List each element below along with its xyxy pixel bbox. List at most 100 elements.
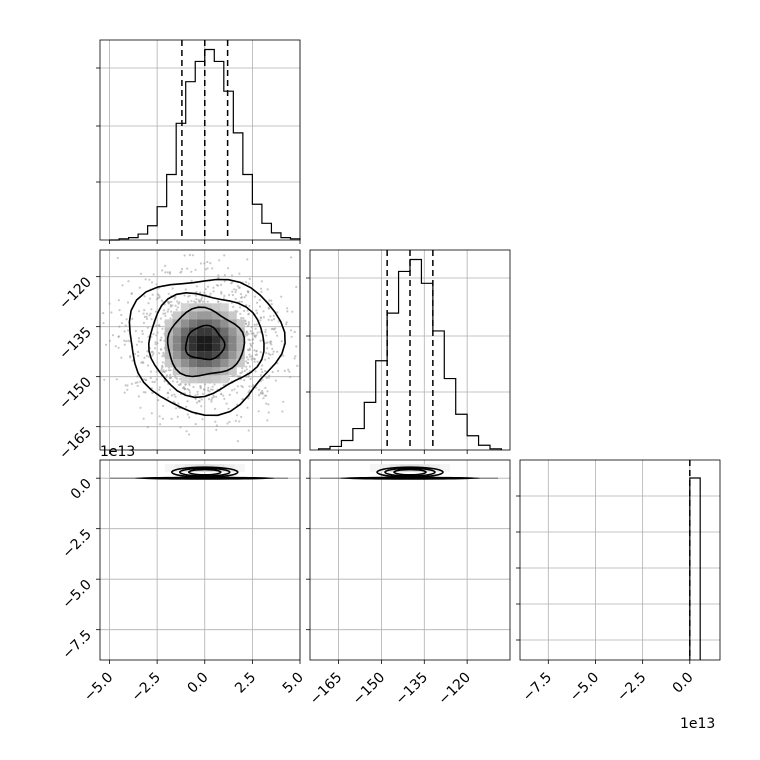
hist2d-p1-p2-sample [144, 379, 148, 382]
hist2d-p1-p2-density-cell [188, 367, 197, 376]
hist2d-p1-p2-sample [244, 332, 247, 336]
hist2d-p1-p2-sample [145, 317, 149, 320]
hist2d-p1-p2-sample [156, 331, 159, 334]
hist2d-p1-p2-sample [178, 301, 181, 304]
hist2d-p1-p2-sample [272, 314, 275, 317]
hist2d-p1-p2-sample [210, 400, 213, 403]
hist2d-p1-p2-sample [246, 361, 250, 365]
hist2d-p1-p2-sample [270, 319, 273, 322]
hist2d-p1-p2-sample [267, 318, 270, 321]
hist2d-p1-p2-sample [194, 397, 197, 401]
hist2d-p1-p2-sample [262, 397, 265, 400]
hist2d-p1-p2-sample [194, 423, 197, 426]
hist2d-p1-p2-sample [165, 375, 168, 378]
hist2d-p1-p2-sample [261, 391, 264, 395]
hist2d-p1-p2-sample [247, 323, 250, 326]
hist2d-p1-p2-density-cell [188, 343, 197, 352]
hist2d-p1-p2-sample [200, 297, 203, 300]
hist2d-p1-p3-sample-core [134, 476, 275, 480]
hist2d-p1-p2-ytick-label: −165 [56, 424, 95, 463]
hist2d-p1-p2-sample [267, 357, 270, 360]
hist2d-p1-p2-sample [143, 356, 146, 359]
hist2d-p1-p2-sample [246, 324, 250, 327]
hist2d-p1-p2-sample [102, 322, 105, 325]
hist2d-p1-p2-sample [236, 440, 239, 443]
hist2d-p1-p2-sample [142, 361, 145, 365]
hist2d-p1-p2-sample [254, 370, 257, 373]
hist2d-p1-p2-sample [116, 256, 119, 260]
hist2d-p1-p2-density-cell [212, 351, 221, 360]
hist2d-p1-p2-sample [160, 369, 163, 372]
hist2d-p1-p2-sample [126, 301, 130, 304]
hist2d-p1-p2-sample [231, 374, 234, 377]
hist2d-p1-p2-sample [214, 420, 217, 423]
hist2d-p1-p2-density-cell [204, 327, 213, 336]
hist2d-p1-p2-sample [248, 304, 251, 308]
hist2d-p1-p2-sample [169, 317, 172, 320]
hist2d-p1-p2-sample [277, 320, 280, 323]
hist-p3-xtick-label: −5.0 [567, 670, 602, 705]
hist2d-p1-p2-sample [281, 410, 284, 413]
hist2d-p1-p2-sample [248, 353, 251, 356]
hist2d-p1-p2-sample [149, 370, 153, 373]
hist2d-p1-p2-density-cell [188, 319, 197, 328]
hist2d-p1-p2-sample [151, 350, 154, 353]
hist2d-p1-p2-density-cell [172, 327, 181, 336]
hist2d-p2-p3-contour [376, 466, 444, 478]
hist2d-p1-p2-sample [251, 338, 254, 341]
hist2d-p1-p2-sample [253, 349, 256, 352]
hist2d-p1-p2-sample [186, 267, 189, 270]
hist2d-p1-p2-sample [137, 395, 140, 398]
hist2d-p1-p2-density-cell [204, 343, 213, 352]
hist2d-p1-p2-sample [231, 389, 234, 392]
hist2d-p1-p2-sample [212, 290, 215, 293]
hist2d-p1-p2-sample [213, 383, 216, 386]
hist2d-p1-p2-sample [266, 419, 269, 422]
hist2d-p1-p2-sample [260, 368, 263, 371]
hist2d-p1-p2-sample [247, 338, 250, 341]
hist-p1-panel [96, 39, 301, 244]
hist2d-p1-p2-sample [144, 391, 147, 394]
hist2d-p1-p2-sample [209, 388, 213, 391]
hist2d-p1-p2-density-cell [228, 311, 237, 320]
hist2d-p1-p2-sample [246, 331, 249, 334]
hist2d-p1-p3-xtick-label: 5.0 [280, 670, 307, 697]
hist2d-p1-p2-sample [172, 400, 175, 403]
hist2d-p1-p2-sample [166, 396, 170, 399]
hist2d-p1-p2-sample [199, 262, 203, 265]
hist2d-p1-p2-density-cell [228, 351, 237, 360]
hist2d-p1-p2-sample [123, 343, 126, 346]
hist2d-p1-p2-sample [166, 300, 170, 303]
p3-x-offset-label: 1e13 [680, 716, 715, 732]
hist2d-p1-p2-sample [244, 322, 247, 325]
hist2d-p1-p2-sample [197, 400, 200, 403]
hist-p1-histogram-step [109, 48, 301, 241]
hist2d-p1-p2-sample [247, 313, 250, 316]
hist2d-p1-p2-sample [120, 313, 123, 317]
hist2d-p1-p2-density-cell [188, 375, 197, 384]
hist2d-p1-p2-sample [257, 410, 260, 413]
hist2d-p1-p2-sample [286, 310, 289, 313]
hist2d-p1-p2-density-cell [188, 359, 197, 368]
hist2d-p1-p2-sample [296, 364, 299, 367]
hist2d-p1-p2-sample [155, 378, 158, 381]
hist2d-p1-p2-sample [247, 375, 250, 378]
hist2d-p1-p2-sample [158, 386, 161, 389]
hist2d-p1-p2-sample [120, 356, 123, 359]
hist2d-p1-p2-sample [256, 312, 259, 315]
hist2d-p1-p2-sample [228, 293, 231, 297]
hist2d-p1-p2-sample [154, 343, 157, 346]
hist2d-p1-p2-sample [233, 388, 236, 391]
hist2d-p1-p2-sample [255, 353, 258, 356]
hist2d-p1-p2-sample [215, 424, 218, 427]
hist2d-p1-p2-sample [161, 361, 164, 364]
hist2d-p1-p2-sample [140, 340, 143, 344]
hist2d-p1-p2-sample [249, 342, 252, 345]
hist2d-p1-p2-sample [158, 415, 161, 418]
hist2d-p1-p2-sample [115, 378, 118, 381]
hist2d-p1-p2-sample [283, 369, 286, 372]
hist2d-p1-p2-sample [163, 370, 166, 373]
hist2d-p1-p2-sample [142, 417, 145, 420]
hist2d-p1-p2-sample [143, 295, 146, 298]
